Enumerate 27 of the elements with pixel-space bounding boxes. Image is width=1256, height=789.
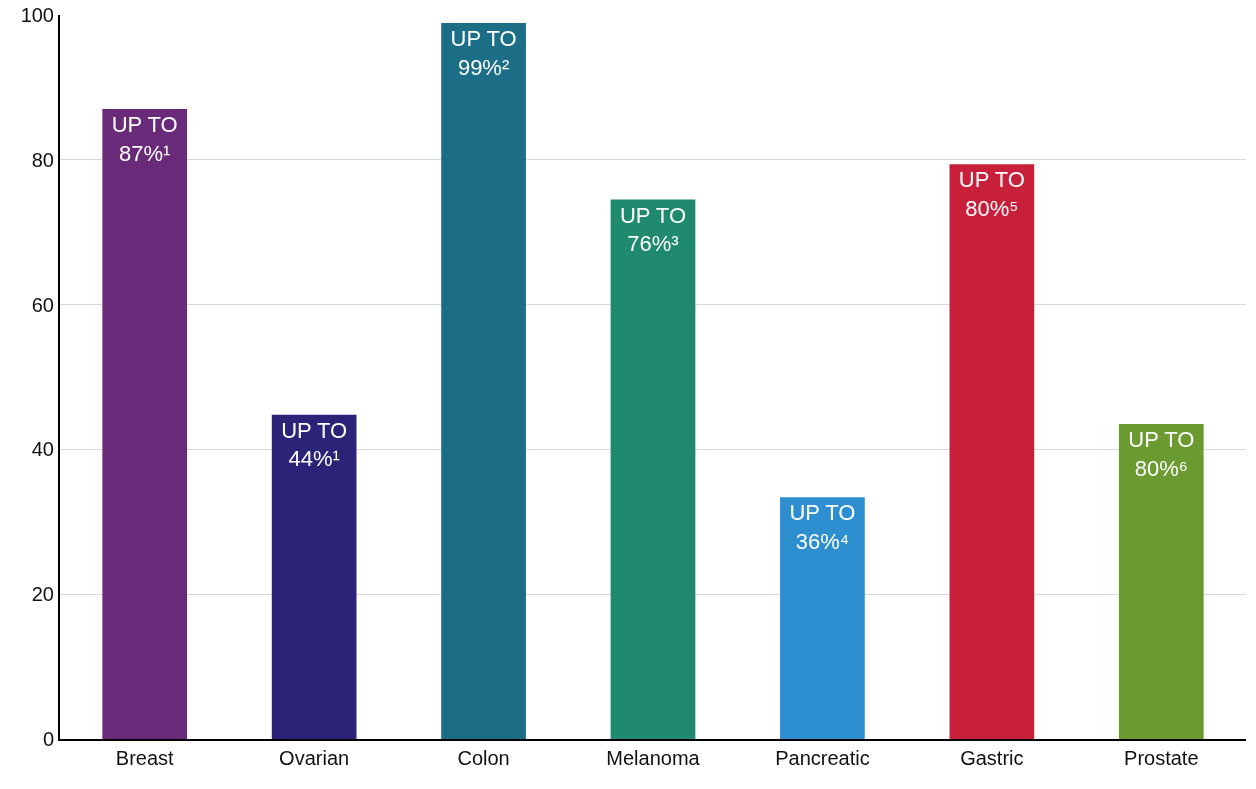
data-label: UP TO 80%⁶ (1128, 427, 1195, 481)
data-label: UP TO 99%² (450, 25, 517, 80)
x-tick-label: Melanoma (606, 747, 701, 769)
y-tick-label: 100 (20, 4, 54, 26)
x-tick-label: Prostate (1124, 747, 1199, 769)
data-label: UP TO 80%⁵ (958, 167, 1025, 221)
bar (102, 109, 188, 739)
x-tick-label: Colon (457, 747, 510, 769)
bar (441, 22, 526, 739)
x-tick-label: Pancreatic (775, 747, 870, 769)
y-tick-label: 80 (31, 148, 54, 171)
data-label: UP TO 44%¹ (281, 417, 348, 472)
bar (949, 164, 1035, 739)
data-label: UP TO 87%¹ (111, 112, 178, 166)
y-tick-label: 20 (31, 583, 54, 606)
bar (610, 199, 696, 739)
bar (780, 497, 865, 739)
y-tick-label: 40 (31, 438, 54, 461)
data-label: UP TO 36%⁴ (789, 500, 856, 554)
y-tick-label: 0 (42, 728, 54, 750)
data-label: UP TO 76%³ (619, 202, 687, 257)
x-tick-label: Gastric (960, 747, 1024, 769)
x-tick-label: Breast (115, 747, 175, 769)
bar (1118, 424, 1204, 739)
x-tick-label: Ovarian (279, 747, 350, 769)
y-tick-label: 60 (31, 293, 54, 316)
bar (271, 414, 357, 739)
